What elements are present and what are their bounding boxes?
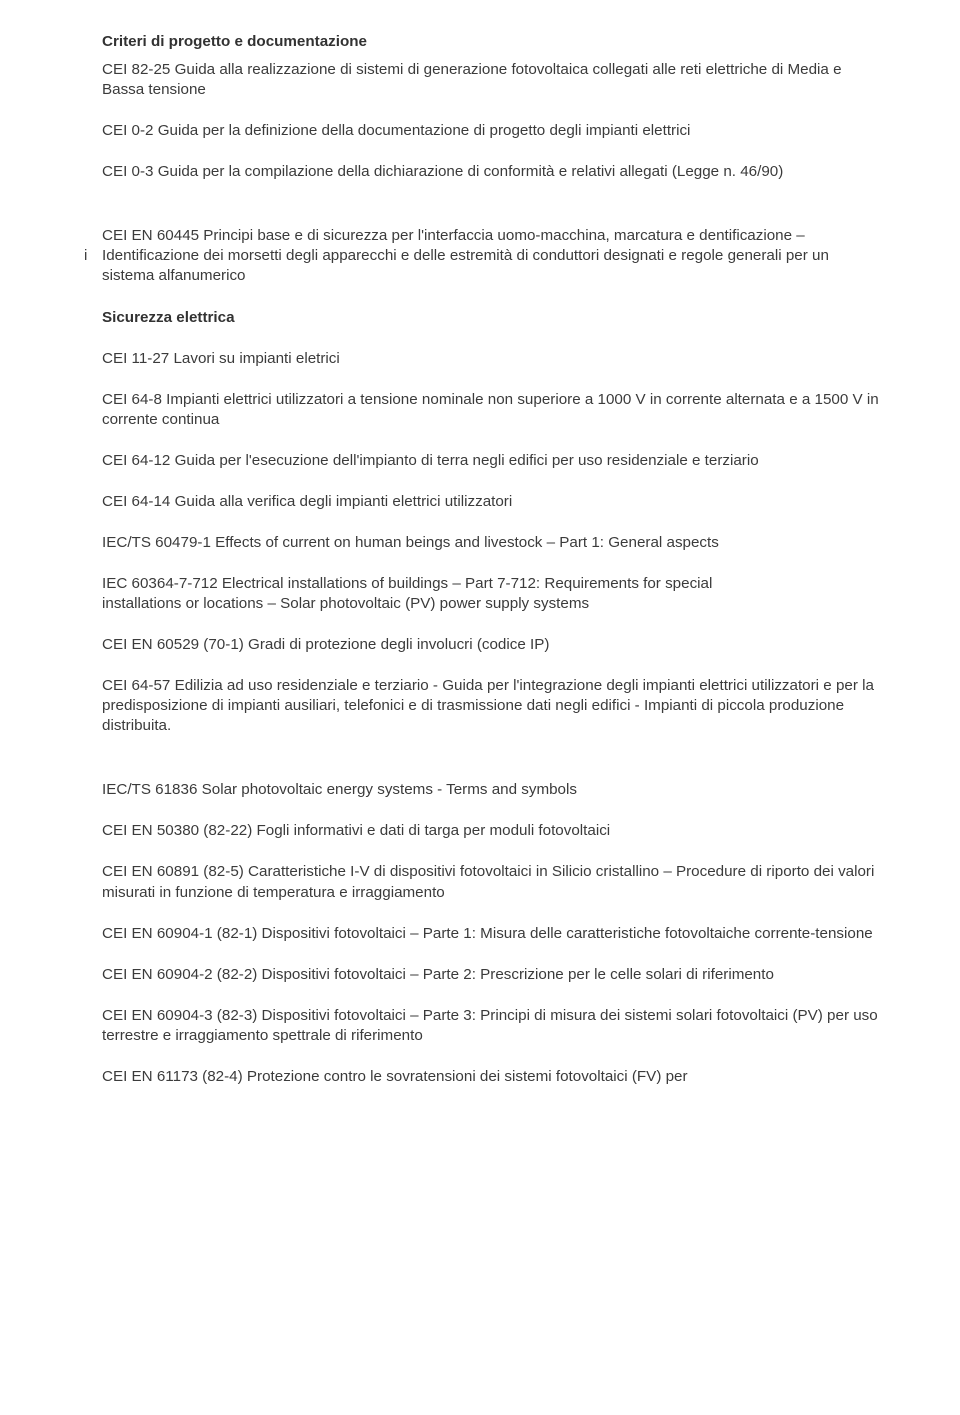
para-cei-en-60904-1: CEI EN 60904-1 (82-1) Dispositivi fotovo… (102, 924, 882, 944)
para-cei-64-12: CEI 64-12 Guida per l'esecuzione dell'im… (102, 451, 882, 471)
para-cei-64-8: CEI 64-8 Impianti elettrici utilizzatori… (102, 390, 882, 430)
para-cei-11-27: CEI 11-27 Lavori su impianti eletrici (102, 349, 882, 369)
heading-criteri: Criteri di progetto e documentazione (102, 32, 882, 52)
para-cei-0-2: CEI 0-2 Guida per la definizione della d… (102, 121, 882, 141)
para-cei-en-60904-2: CEI EN 60904-2 (82-2) Dispositivi fotovo… (102, 965, 882, 985)
para-cei-0-3: CEI 0-3 Guida per la compilazione della … (102, 162, 882, 182)
para-cei-64-57: CEI 64-57 Edilizia ad uso residenziale e… (102, 676, 882, 736)
para-cei-64-14: CEI 64-14 Guida alla verifica degli impi… (102, 492, 882, 512)
para-iec-60364-line1: IEC 60364-7-712 Electrical installations… (102, 574, 882, 594)
para-cei-en-61173: CEI EN 61173 (82-4) Protezione contro le… (102, 1067, 882, 1087)
para-cei-en-60529: CEI EN 60529 (70-1) Gradi di protezione … (102, 635, 882, 655)
para-cei-82-25: CEI 82-25 Guida alla realizzazione di si… (102, 60, 882, 100)
hanging-i: i (84, 246, 87, 266)
para-iec-60364-line2: installations or locations – Solar photo… (102, 594, 882, 614)
heading-sicurezza: Sicurezza elettrica (102, 308, 882, 328)
para-cei-en-60445: CEI EN 60445 Principi base e di sicurezz… (102, 227, 829, 284)
para-cei-en-50380: CEI EN 50380 (82-22) Fogli informativi e… (102, 821, 882, 841)
para-cei-en-60445-wrap: i CEI EN 60445 Principi base e di sicure… (102, 226, 882, 286)
para-cei-en-60904-3: CEI EN 60904-3 (82-3) Dispositivi fotovo… (102, 1006, 882, 1046)
para-iec-61836: IEC/TS 61836 Solar photovoltaic energy s… (102, 780, 882, 800)
para-iec-60479: IEC/TS 60479-1 Effects of current on hum… (102, 533, 882, 553)
para-cei-en-60891: CEI EN 60891 (82-5) Caratteristiche I-V … (102, 862, 882, 902)
para-iec-60364: IEC 60364-7-712 Electrical installations… (102, 574, 882, 614)
